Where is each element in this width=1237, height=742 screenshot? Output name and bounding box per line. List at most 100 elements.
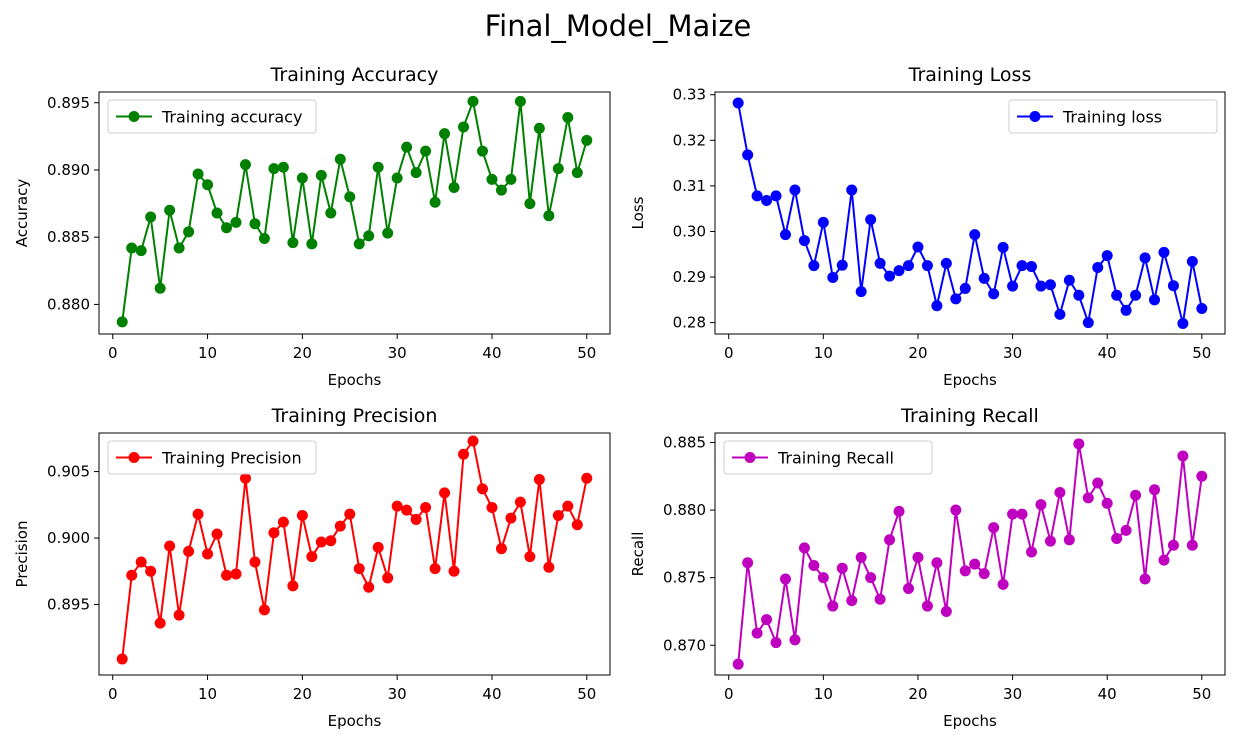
data-point — [1177, 450, 1189, 462]
data-point — [959, 282, 971, 294]
x-tick-label: 10 — [198, 685, 217, 703]
data-point — [486, 501, 498, 513]
data-point — [116, 316, 128, 328]
data-point — [173, 242, 185, 254]
data-point — [1139, 573, 1151, 585]
y-tick-label: 0.880 — [663, 501, 706, 519]
y-tick-label: 0.31 — [673, 177, 706, 195]
y-tick-label: 0.900 — [47, 529, 90, 547]
x-axis-label: Epochs — [328, 712, 382, 730]
y-tick-label: 0.29 — [673, 268, 706, 286]
y-axis-label: Recall — [629, 532, 647, 577]
legend: Training Recall — [723, 440, 933, 475]
subplot-title: Training Accuracy — [270, 64, 439, 86]
data-point — [988, 288, 1000, 300]
data-point — [277, 516, 289, 528]
data-point — [334, 520, 346, 532]
data-point — [296, 509, 308, 521]
axes-frame — [98, 91, 611, 335]
data-point — [1101, 497, 1113, 509]
y-tick-label: 0.905 — [47, 463, 90, 481]
data-point — [173, 609, 185, 621]
data-point — [164, 204, 176, 216]
legend-box — [107, 99, 317, 134]
data-point — [846, 595, 858, 607]
x-tick-label: 0 — [108, 685, 118, 703]
subplot-title: Training Loss — [908, 64, 1032, 86]
y-tick-label: 0.895 — [47, 596, 90, 614]
data-point — [732, 97, 744, 109]
data-point — [884, 270, 896, 282]
data-point — [921, 600, 933, 612]
figure-suptitle: Final_Model_Maize — [485, 9, 752, 43]
data-point — [836, 562, 848, 574]
data-point — [429, 196, 441, 208]
data-point — [1054, 486, 1066, 498]
y-tick-label: 0.28 — [673, 314, 706, 332]
x-tick-label: 10 — [198, 344, 217, 362]
subplot-title: Training Recall — [900, 405, 1039, 427]
y-tick-label: 0.885 — [47, 228, 90, 246]
data-point — [1167, 280, 1179, 292]
legend-box — [723, 440, 933, 475]
data-point — [315, 169, 327, 181]
x-tick-label: 20 — [908, 344, 927, 362]
data-point — [211, 528, 223, 540]
data-point — [353, 563, 365, 575]
data-point — [1082, 317, 1094, 329]
data-point — [401, 504, 413, 516]
data-point — [126, 242, 138, 254]
x-tick-label: 20 — [293, 344, 312, 362]
data-point — [893, 265, 905, 277]
data-point — [439, 128, 451, 140]
legend: Training accuracy — [107, 99, 317, 134]
subplot-3: Training Precision 0 10 20 30 40 50 0.895 0.900 0… — [13, 405, 611, 730]
data-point — [902, 582, 914, 594]
data-point — [467, 435, 479, 447]
data-point — [258, 233, 270, 245]
legend-label: Training Recall — [777, 449, 894, 468]
y-tick-label: 0.880 — [47, 295, 90, 313]
legend-label: Training loss — [1062, 108, 1162, 127]
data-point — [1158, 554, 1170, 566]
data-point — [1016, 508, 1028, 520]
data-point — [1044, 535, 1056, 547]
subplot-1: Training Accuracy 0 10 20 30 40 50 0.880 0.885 0.… — [13, 64, 611, 389]
data-point — [1073, 289, 1085, 301]
data-point — [467, 95, 479, 107]
data-point — [798, 542, 810, 554]
x-tick-label: 20 — [293, 685, 312, 703]
data-point — [192, 168, 204, 180]
data-point — [420, 501, 432, 513]
data-point — [997, 578, 1009, 590]
data-point — [249, 556, 261, 568]
data-point — [296, 172, 308, 184]
data-point — [581, 134, 593, 146]
data-point — [770, 637, 782, 649]
data-point — [154, 282, 166, 294]
data-point — [1044, 279, 1056, 291]
data-point — [306, 551, 318, 563]
data-point — [902, 260, 914, 272]
data-point — [524, 551, 536, 563]
x-axis-label: Epochs — [943, 371, 997, 389]
data-point — [940, 605, 952, 617]
data-point — [1196, 302, 1208, 314]
x-tick-label: 10 — [814, 344, 833, 362]
data-point — [239, 472, 251, 484]
data-point — [325, 535, 337, 547]
x-tick-label: 50 — [1192, 685, 1211, 703]
data-point — [988, 522, 1000, 534]
data-point — [865, 572, 877, 584]
data-point — [732, 658, 744, 670]
data-point — [258, 604, 270, 616]
data-point — [855, 551, 867, 563]
data-point — [571, 167, 583, 179]
data-point — [827, 600, 839, 612]
data-point — [448, 181, 460, 193]
data-point — [874, 593, 886, 605]
series-line — [121, 100, 588, 323]
data-point — [950, 504, 962, 516]
data-point — [524, 198, 536, 210]
data-point — [808, 559, 820, 571]
